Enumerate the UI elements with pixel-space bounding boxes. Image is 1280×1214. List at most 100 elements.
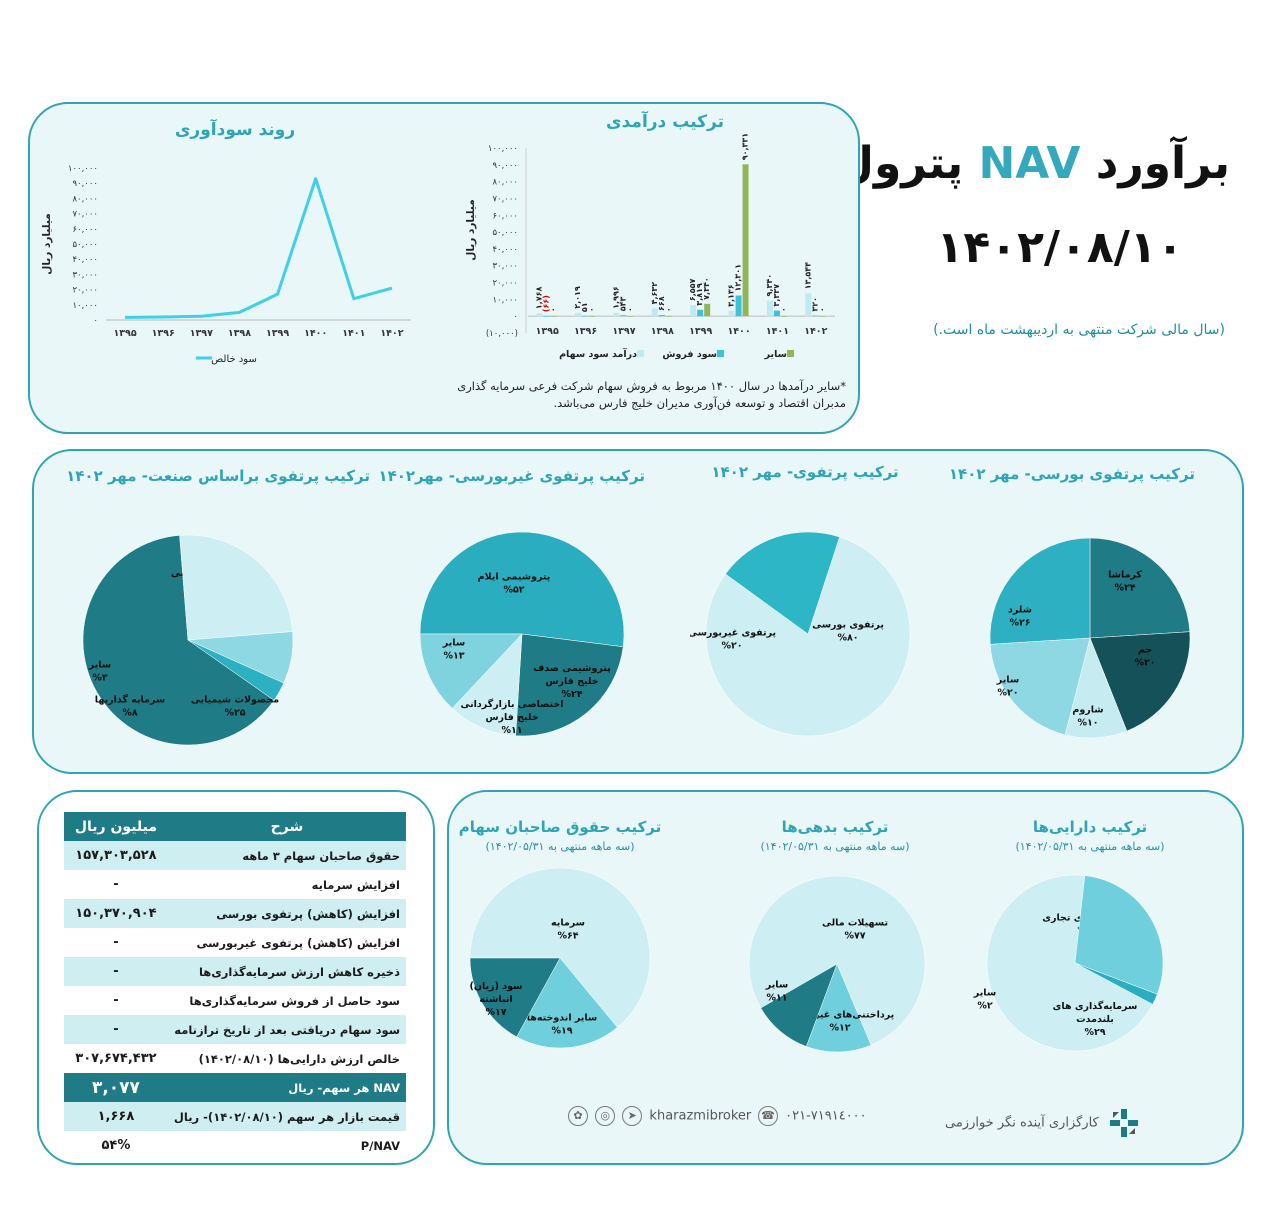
pie-slice	[705, 536, 911, 737]
nav-row-value: ۱۵۰,۳۷۰,۹۰۴	[64, 899, 168, 928]
pie-label: جم	[1138, 645, 1152, 656]
nav-row-value: ۵۴%	[101, 1138, 131, 1153]
pie-pct-label: %۶۴	[557, 931, 578, 942]
income-x-tick: ۱۴۰۲	[804, 326, 827, 337]
income-data-label: ۳۲۰	[810, 297, 819, 312]
income-y-tick: ۱۰۰,۰۰۰	[488, 144, 518, 154]
pie-slice	[1074, 875, 1164, 995]
profit-y-tick: ۵۰,۰۰۰	[72, 240, 98, 250]
income-data-label: ۶۶۸	[657, 296, 666, 311]
pie-chart-industry: مواد ومحصولات شیمیایی%۶۴محصولات شیمیایی%…	[82, 534, 294, 746]
income-bar	[627, 316, 634, 317]
pie-label: خلیج فارس	[545, 676, 598, 687]
profit-x-tick: ۱۳۹۸	[228, 328, 251, 339]
income-data-label: ۵۴۳	[618, 297, 627, 312]
pie-label: سایر	[442, 638, 465, 649]
income-bar	[805, 293, 812, 317]
pie-label: سایر اندوخته‌ها	[527, 1013, 598, 1024]
pie-label: سایر	[765, 980, 788, 991]
aparat-icon[interactable]: ✿	[568, 1106, 588, 1126]
pie-label: سایر	[996, 675, 1019, 686]
profit-y-tick: ۳۰,۰۰۰	[72, 270, 98, 280]
income-bar	[582, 316, 589, 317]
pie-label: تسهیلات مالی	[822, 918, 888, 929]
pie-slice	[469, 957, 561, 1038]
profit-y-tick: ۸۰,۰۰۰	[72, 194, 98, 204]
income-chart-title: ترکیب درآمدی	[606, 112, 724, 132]
income-x-tick: ۱۳۹۷	[612, 326, 635, 337]
pie-slice	[986, 874, 1154, 1052]
profit-chart-title: روند سودآوری	[174, 120, 296, 140]
nav-row-label: خالص ارزش دارایی‌ها (۱۴۰۲/۰۸/۱۰)	[198, 1051, 400, 1066]
pie-subtitle-liabilities: (سه ماهه منتهی به ۱۴۰۲/۰۵/۳۱)	[760, 840, 910, 853]
income-x-tick: ۱۳۹۸	[651, 326, 674, 337]
pie-label: پتروشیمی ایلام	[478, 572, 551, 583]
pie-chart-portfolio: پرتفوی بورسی %۸۰ پرتفوی غیربورسی %۲۰	[690, 531, 911, 737]
income-bar	[620, 315, 627, 317]
pie-pct-label: %۱۲	[829, 1023, 850, 1034]
fiscal-note: (سال مالی شرکت منتهی به اردیبهشت ماه است…	[933, 322, 1225, 338]
pie-chart-bourse: کرماشا %۲۴ جم %۲۰ شاروم %۱۰ سایر %۲۰ شلرد %۲۶	[989, 537, 1191, 739]
income-y-tick: (۱۰,۰۰۰)	[486, 329, 518, 339]
income-y-label: میلیارد ریال	[465, 199, 477, 260]
pie-pct-label: %۱۹	[551, 1026, 572, 1037]
income-bar	[773, 310, 780, 317]
income-bar	[812, 315, 819, 317]
pie-title-portfolio: ترکیب پرتفوی- مهر ۱۴۰۲	[711, 463, 899, 481]
title-nav: NAV	[978, 138, 1081, 189]
title-prefix: برآورد	[1095, 138, 1230, 189]
income-bar	[651, 308, 658, 317]
pie-slice	[806, 963, 872, 1053]
pie-label: بلندمدت	[1076, 1014, 1114, 1025]
nav-row-value: -	[64, 957, 168, 986]
income-data-label: ۰	[779, 307, 788, 312]
pie-label: سرمایه‌گذاری های	[1053, 1000, 1138, 1012]
nav-table-header-value: میلیون ریال	[64, 812, 168, 841]
pie-title-equity: ترکیب حقوق صاحبان سهام	[458, 818, 662, 836]
pie-slice	[82, 535, 275, 746]
social-contact[interactable]: ✿ ◎ ➤ kharazmibroker	[568, 1106, 751, 1126]
income-bar	[728, 310, 735, 317]
pie-slice	[187, 639, 285, 701]
pie-label: پرداختنی‌های غیرتجاری	[786, 1010, 894, 1021]
pie-pct-label: %۷۷	[844, 931, 865, 942]
nav-row-label: حقوق صاحبان سهام ۳ ماهه	[167, 841, 406, 870]
nav-table-row: سود حاصل از فروش سرمایه‌گذاری‌ها -	[64, 986, 406, 1015]
phone-contact[interactable]: ☎ ۰۲۱-۷۱۹۱٤٠٠٠	[758, 1106, 867, 1126]
income-data-label: ۱,۷۶۸	[535, 287, 544, 310]
nav-row-label: سود حاصل از فروش سرمایه‌گذاری‌ها	[189, 993, 400, 1008]
income-legend-label: درآمد سود سهام	[559, 347, 637, 360]
pie-pct-label: %۲۵	[224, 708, 245, 719]
income-legend-swatch	[787, 350, 794, 357]
income-bar	[735, 295, 742, 317]
pie-title-industry: ترکیب پرتفوی براساس صنعت- مهر ۱۴۰۲	[66, 467, 370, 485]
income-x-tick: ۱۴۰۱	[766, 326, 789, 337]
profit-x-tick: ۱۴۰۱	[342, 328, 365, 339]
pie-chart-liabilities: تسهیلات مالی %۷۷ پرداختنی‌های غیرتجاری %۱۲ س…	[748, 875, 926, 1053]
nav-row-label: افزایش سرمایه	[311, 877, 400, 892]
income-y-tick: ۸۰,۰۰۰	[492, 178, 518, 188]
income-legend-swatch	[637, 350, 644, 357]
pie-pct-label: %۲	[977, 1001, 993, 1012]
nav-table-row: سود سهام دریافتی بعد از تاریخ ترازنامه -	[64, 1015, 406, 1044]
pie-slice	[725, 531, 840, 635]
profit-y-tick: ۴۰,۰۰۰	[72, 255, 98, 265]
pie-pct-label: %۲۹	[1084, 1027, 1105, 1038]
pie-pct-label: %۸۰	[837, 633, 858, 644]
pie-title-assets: ترکیب دارایی‌ها	[1032, 818, 1148, 836]
profit-x-tick: ۱۳۹۷	[190, 328, 213, 339]
nav-row-value: -	[113, 935, 119, 950]
nav-row-value: ۳,۰۷۷	[64, 1073, 168, 1102]
pie-label: پتروشیمی صدف	[533, 663, 610, 674]
instagram-icon[interactable]: ◎	[595, 1106, 616, 1126]
pie-slice	[989, 537, 1091, 645]
pie-label: سرمایه گذاریها	[95, 694, 165, 706]
income-footnote: *سایر درآمدها در سال ۱۴۰۰ مربوط به فروش …	[457, 379, 846, 410]
pie-subtitle-equity: (سه ماهه منتهی به ۱۴۰۲/۰۵/۳۱)	[485, 840, 635, 853]
pie-slice	[419, 531, 625, 648]
income-x-tick: ۱۳۹۶	[574, 326, 597, 337]
profit-y-tick: ۷۰,۰۰۰	[72, 210, 98, 220]
income-data-label: ۹۰,۳۳۱	[741, 133, 750, 160]
pie-slice	[989, 637, 1091, 736]
telegram-icon[interactable]: ➤	[622, 1106, 643, 1126]
